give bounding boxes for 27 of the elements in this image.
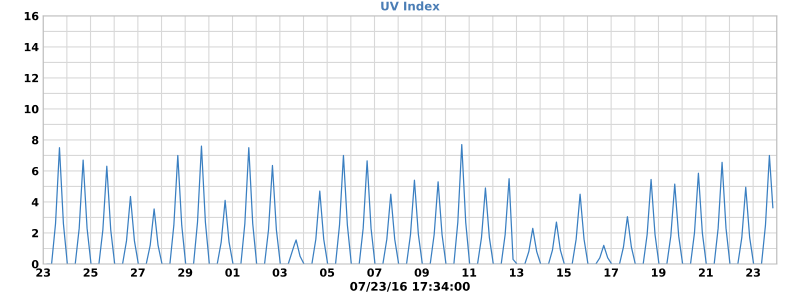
- x-tick-label: 01: [225, 268, 240, 277]
- x-tick-label: 15: [557, 268, 571, 277]
- x-tick-label: 23: [746, 268, 760, 277]
- x-tick-label: 11: [462, 268, 476, 277]
- x-tick-label: 17: [604, 268, 618, 277]
- y-tick-label: 0: [32, 260, 38, 268]
- x-tick-label: 07: [367, 268, 382, 277]
- y-tick-label: 16: [24, 12, 38, 20]
- x-tick-label: 25: [84, 268, 98, 277]
- x-tick-label: 03: [272, 268, 287, 277]
- y-tick-label: 4: [32, 198, 39, 206]
- x-tick-label: 27: [131, 268, 145, 277]
- x-tick-label: 23: [36, 268, 50, 277]
- x-tick-label: 13: [510, 268, 524, 277]
- x-axis-title: 07/23/16 17:34:00: [350, 282, 470, 292]
- x-tick-label: 29: [178, 268, 192, 277]
- y-tick-label: 2: [32, 228, 38, 238]
- x-tick-label: 21: [698, 268, 713, 277]
- x-tick-label: 19: [652, 268, 666, 277]
- x-tick-label: 09: [414, 268, 429, 277]
- y-tick-label: 14: [24, 43, 39, 52]
- chart-title: UV Index: [381, 1, 440, 11]
- y-tick-label: 10: [24, 104, 38, 114]
- x-tick-label: 05: [320, 268, 334, 277]
- y-tick-label: 6: [32, 166, 38, 176]
- y-tick-label: 8: [32, 136, 38, 144]
- y-tick-label: 12: [24, 74, 38, 82]
